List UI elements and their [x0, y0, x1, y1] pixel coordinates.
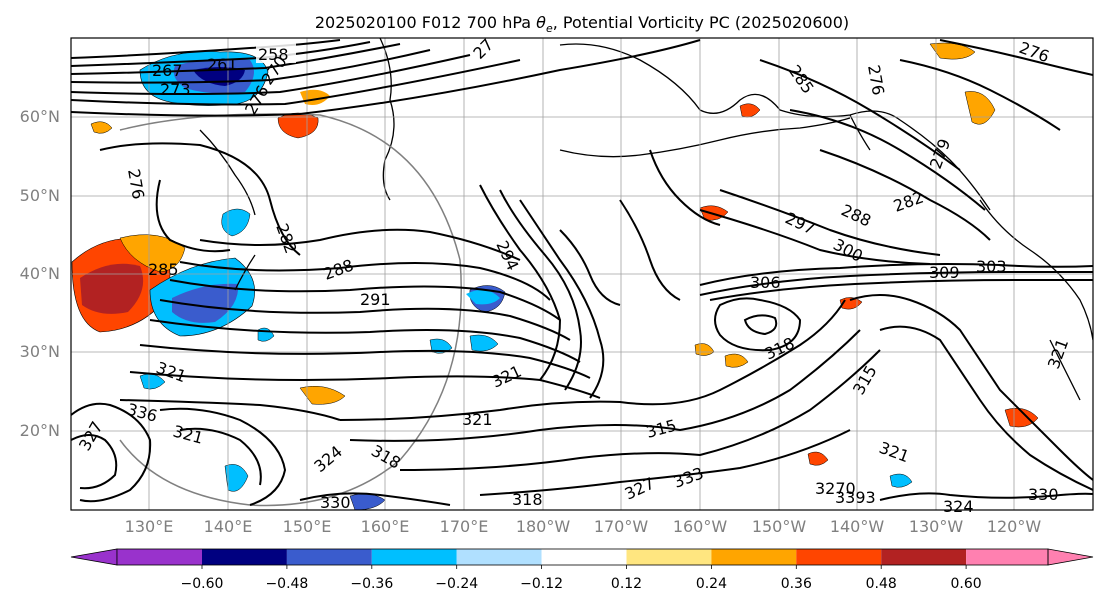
lat-label: 20°N: [20, 421, 60, 440]
contour-label: 3393: [835, 488, 876, 507]
lon-label: 130°E: [125, 517, 174, 536]
contour-label: 303: [976, 257, 1007, 276]
lon-label: 150°W: [752, 517, 807, 536]
colorbar-segment: [456, 549, 542, 565]
colorbar-segment: [796, 549, 882, 565]
contour-label: 309: [929, 263, 960, 282]
lat-label: 60°N: [20, 107, 60, 126]
contour-label: 285: [148, 260, 179, 279]
contour-label: 330: [1028, 485, 1059, 504]
theta-e-contours: [71, 39, 1093, 506]
colorbar-tick-label: 0.36: [781, 576, 812, 592]
contour-label: 273: [160, 80, 191, 99]
lon-label: 140°E: [204, 517, 253, 536]
lon-label: 160°E: [361, 517, 410, 536]
lon-label: 170°E: [440, 517, 489, 536]
colorbar-tick-label: 0.48: [866, 576, 897, 592]
colorbar-segment: [626, 549, 712, 565]
colorbar-tick-label: 0.12: [611, 576, 642, 592]
lon-label: 160°W: [673, 517, 728, 536]
contour-label: 324: [943, 497, 974, 516]
colorbar-tick-label: −0.12: [520, 576, 563, 592]
colorbar-segment: [202, 549, 287, 565]
colorbar-tick-label: 0.60: [951, 576, 982, 592]
lon-label: 170°W: [594, 517, 649, 536]
contour-label: 261: [207, 55, 238, 74]
map-panel: [70, 37, 1094, 511]
contour-label: 318: [512, 490, 543, 509]
colorbar-extend-min: [70, 548, 118, 566]
map-title: 2025020100 F012 700 hPa θe, Potential Vo…: [315, 13, 849, 35]
lat-label: 50°N: [20, 186, 60, 205]
colorbar-segment: [371, 549, 457, 565]
colorbar-segment: [286, 549, 372, 565]
contour-label: 3270: [815, 479, 856, 498]
lon-label: 150°E: [283, 517, 332, 536]
pv-shading: [71, 42, 1039, 510]
colorbar-tick-label: −0.60: [181, 576, 224, 592]
lon-label: 130°W: [909, 517, 964, 536]
colorbar: −0.60 −0.48 −0.36 −0.24 −0.12 0.12 0.24 …: [70, 548, 1094, 592]
colorbar-segment: [881, 549, 967, 565]
colorbar-tick-label: −0.36: [350, 576, 393, 592]
lat-label: 40°N: [20, 264, 60, 283]
contour-label: 291: [360, 290, 391, 309]
colorbar-tick-label: 0.24: [696, 576, 727, 592]
colorbar-extend-max: [1047, 548, 1094, 566]
coastlines: [199, 38, 1093, 401]
lat-label: 30°N: [20, 342, 60, 361]
colorbar-segment: [966, 549, 1048, 565]
latitude-labels: 60°N 50°N 40°N 30°N 20°N: [20, 107, 60, 440]
contour-label: 267: [152, 61, 183, 80]
contour-label: 258: [258, 45, 289, 64]
longitude-labels: 130°E 140°E 150°E 160°E 170°E 180°W 170°…: [125, 517, 1042, 536]
lon-label: 180°W: [516, 517, 571, 536]
contour-label: 321: [462, 410, 493, 429]
colorbar-segment: [117, 549, 202, 565]
contour-label: 306: [750, 273, 781, 292]
colorbar-tick-label: −0.48: [265, 576, 308, 592]
lon-label: 120°W: [987, 517, 1042, 536]
colorbar-segment: [541, 549, 627, 565]
lon-label: 140°W: [830, 517, 885, 536]
colorbar-segment: [711, 549, 797, 565]
contour-label: 330: [320, 493, 351, 512]
colorbar-tick-label: −0.24: [435, 576, 478, 592]
